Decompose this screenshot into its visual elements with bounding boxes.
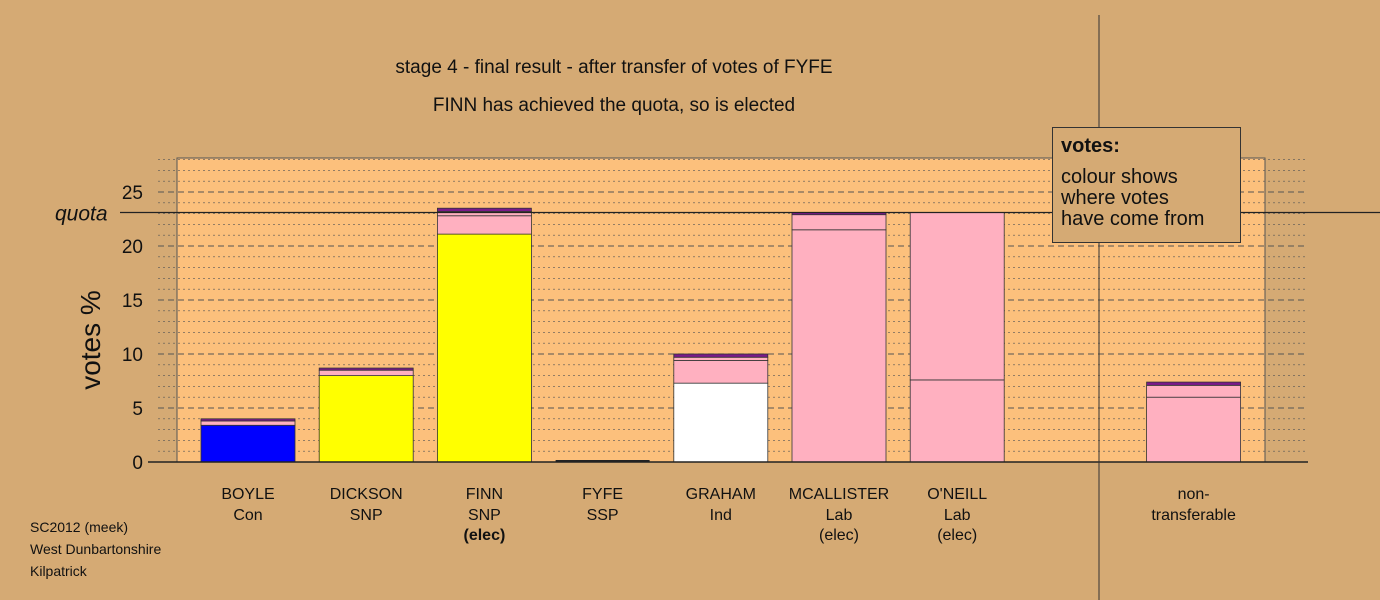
candidate-name: GRAHAM [686, 486, 756, 503]
y-tick-label: 0 [132, 453, 143, 474]
footer-line-3: Kilpatrick [30, 563, 88, 579]
candidate-name: non- [1178, 486, 1210, 503]
legend-title: votes: [1061, 135, 1120, 157]
candidate-status: (elec) [937, 527, 977, 544]
bar-segment [673, 360, 769, 384]
y-tick-label: 15 [122, 291, 143, 312]
bar-segment [1146, 381, 1241, 386]
y-tick-label: 10 [122, 345, 143, 366]
candidate-status: (elec) [819, 527, 859, 544]
legend-line-2: where votes [1061, 187, 1169, 209]
bar-segment [673, 356, 769, 361]
bar-segment [318, 367, 414, 371]
bar-segment [673, 382, 769, 463]
candidate-name: DICKSON [330, 486, 403, 503]
candidate-name: FYFE [582, 486, 623, 503]
bar-segment [673, 353, 769, 358]
candidate-party: SNP [350, 507, 383, 524]
legend: votes: colour shows where votes have com… [1052, 127, 1241, 243]
chart-title: stage 4 - final result - after transfer … [395, 57, 832, 78]
quota-label: quota [55, 203, 108, 226]
bar-segment [436, 207, 532, 212]
bar-segment [318, 375, 414, 463]
candidate-party: Ind [710, 507, 732, 524]
footer-line-1: SC2012 (meek) [30, 519, 128, 535]
candidate-party: SSP [587, 507, 619, 524]
bar-segment [1146, 384, 1241, 398]
candidate-party: transferable [1151, 507, 1236, 524]
y-tick-label: 5 [132, 399, 143, 420]
y-axis-label: votes % [75, 290, 106, 390]
legend-line-3: have come from [1061, 208, 1205, 230]
chart-subtitle: FINN has achieved the quota, so is elect… [433, 95, 795, 116]
candidate-party: SNP [468, 507, 501, 524]
candidate-name: FINN [466, 486, 503, 503]
candidate-name: BOYLE [221, 486, 274, 503]
legend-line-1: colour shows [1061, 166, 1178, 188]
candidate-status: (elec) [464, 527, 506, 544]
candidate-party: Lab [826, 507, 853, 524]
footer-line-2: West Dunbartonshire [30, 541, 161, 557]
candidate-name: MCALLISTER [789, 486, 889, 503]
bar-segment [436, 233, 532, 463]
bar-segment [436, 215, 532, 235]
candidate-party: Con [233, 507, 262, 524]
bar-segment [909, 212, 1005, 381]
y-tick-label: 25 [122, 183, 143, 204]
bar-segment [318, 369, 414, 377]
y-tick-label: 20 [122, 237, 143, 258]
bar-segment [200, 420, 296, 426]
bar-segment [791, 229, 887, 463]
bar-segment [791, 214, 887, 231]
candidate-party: Lab [944, 507, 971, 524]
bar-segment [909, 379, 1005, 463]
bar-segment [1146, 396, 1241, 463]
bar-segment [200, 418, 296, 422]
bar-segment [200, 424, 296, 463]
candidate-name: O'NEILL [927, 486, 987, 503]
